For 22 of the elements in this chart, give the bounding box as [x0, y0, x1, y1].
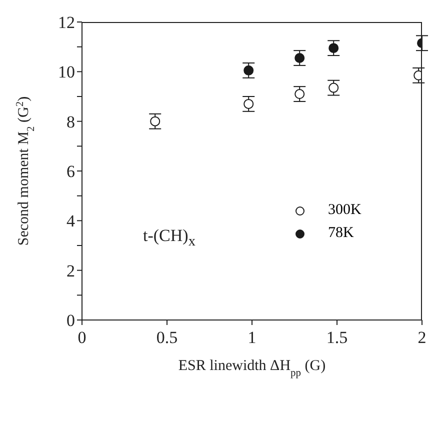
y-tick-label: 6	[66, 162, 75, 182]
y-tick-label: 8	[66, 112, 75, 132]
y-tick-label: 2	[66, 261, 75, 280]
y-tick-label: 0	[66, 311, 75, 330]
y-tick-label: 4	[66, 212, 76, 231]
point	[244, 65, 254, 76]
x-axis-title: ESR linewidth ΔH$_{pp}$ (G)	[178, 358, 326, 378]
point	[150, 116, 160, 126]
x-tick-label: 2	[418, 328, 426, 348]
legend-label: 78K	[328, 225, 354, 242]
x-tick-label: 1.5	[326, 328, 348, 348]
x-tick-label: 0.5	[156, 328, 178, 348]
point	[328, 82, 339, 93]
legend-label: 300K	[328, 202, 362, 219]
x-tick-label: 1	[248, 328, 256, 348]
annotation: t-(CH)$_{x}$	[143, 226, 196, 250]
point	[244, 98, 254, 109]
point	[328, 43, 339, 54]
y-tick-label: 12	[58, 13, 75, 32]
y-tick-label: 10	[58, 62, 75, 82]
point	[294, 89, 305, 100]
point	[294, 53, 305, 64]
